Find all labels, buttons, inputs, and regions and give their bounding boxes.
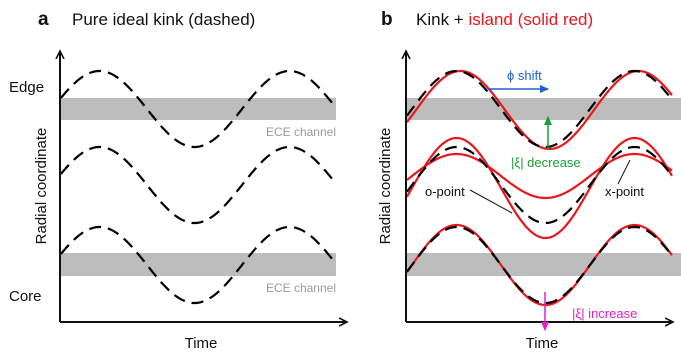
core-label: Core (9, 288, 42, 305)
x-point-leader (617, 159, 631, 185)
edge-label: Edge (9, 79, 44, 96)
x-point-label: x-point (605, 184, 644, 199)
ece-band-bottom (60, 253, 336, 276)
panel-b-title-island: island (solid red) (468, 10, 593, 29)
ece-channel-label-bottom: ECE channel (266, 281, 336, 295)
red-island-curve-bottom (406, 223, 673, 307)
o-point-label: o-point (425, 184, 465, 199)
dashed-kink-curve-top (60, 69, 337, 149)
panel-b-title-kink: Kink + (416, 10, 468, 29)
ece-band-top-b (406, 98, 681, 120)
ece-channel-label-top: ECE channel (266, 125, 336, 139)
phi-shift-label: ϕ shift (507, 68, 542, 83)
panel-a-y-axis-label: Radial coordinate (33, 128, 50, 245)
red-island-curve-mid-outer (406, 136, 673, 240)
dashed-kink-curve-b-middle (406, 145, 673, 225)
panel-a: a Pure ideal kink (dashed) ECE channel E… (9, 9, 346, 352)
dashed-kink-curve-middle (60, 145, 337, 225)
panel-b-y-axis-label: Radial coordinate (377, 128, 394, 245)
red-island-curve-top (406, 69, 673, 151)
panel-a-x-axis-label: Time (185, 335, 218, 352)
panel-b-curves (406, 69, 673, 307)
panel-b-letter: b (381, 9, 393, 30)
panel-b: b Kink + island (solid red) ϕ shift |ξ| … (377, 9, 681, 352)
panel-a-title: Pure ideal kink (dashed) (72, 10, 255, 29)
dashed-kink-curve-b-bottom (406, 225, 673, 305)
panel-a-dashed-curves (60, 69, 337, 305)
xi-decrease-label: |ξ| decrease (511, 155, 581, 170)
xi-increase-label: |ξ| increase (572, 306, 637, 321)
ece-band-top (60, 98, 336, 120)
panel-b-x-axis-label: Time (526, 335, 559, 352)
ece-band-bottom-b (406, 253, 681, 276)
red-island-curve-mid-inner (406, 152, 673, 200)
dashed-kink-curve-bottom (60, 225, 337, 305)
dashed-kink-curve-b-top (406, 69, 673, 149)
panel-a-letter: a (38, 9, 49, 30)
panel-b-title: Kink + island (solid red) (416, 10, 593, 29)
o-point-leader (469, 189, 513, 214)
